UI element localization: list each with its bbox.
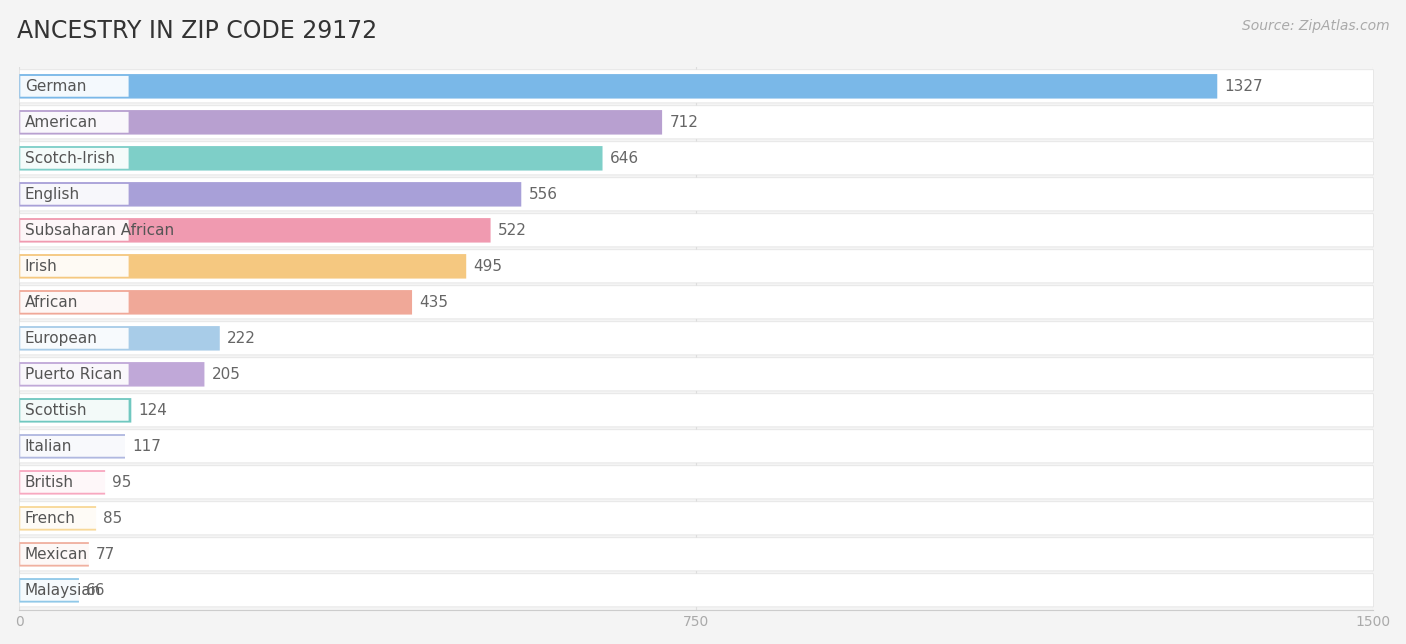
FancyBboxPatch shape [20, 434, 125, 459]
Text: 95: 95 [112, 475, 132, 490]
Text: 712: 712 [669, 115, 699, 130]
Text: 205: 205 [212, 367, 240, 382]
FancyBboxPatch shape [20, 70, 1374, 103]
Text: European: European [25, 331, 97, 346]
Text: 66: 66 [86, 583, 105, 598]
Text: ANCESTRY IN ZIP CODE 29172: ANCESTRY IN ZIP CODE 29172 [17, 19, 377, 43]
FancyBboxPatch shape [20, 400, 128, 421]
Text: Source: ZipAtlas.com: Source: ZipAtlas.com [1241, 19, 1389, 33]
Text: Scottish: Scottish [25, 403, 86, 418]
FancyBboxPatch shape [20, 502, 1374, 535]
FancyBboxPatch shape [20, 470, 105, 495]
Text: African: African [25, 295, 79, 310]
FancyBboxPatch shape [20, 220, 128, 241]
FancyBboxPatch shape [20, 178, 1374, 211]
Text: 556: 556 [529, 187, 558, 202]
Text: Scotch-Irish: Scotch-Irish [25, 151, 115, 166]
Text: German: German [25, 79, 86, 94]
FancyBboxPatch shape [20, 574, 1374, 607]
FancyBboxPatch shape [20, 214, 1374, 247]
FancyBboxPatch shape [20, 286, 1374, 319]
FancyBboxPatch shape [20, 74, 1218, 99]
FancyBboxPatch shape [20, 328, 128, 349]
Text: British: British [25, 475, 73, 490]
FancyBboxPatch shape [20, 218, 491, 243]
FancyBboxPatch shape [20, 542, 89, 567]
Text: 435: 435 [419, 295, 449, 310]
Text: Puerto Rican: Puerto Rican [25, 367, 122, 382]
Text: 646: 646 [610, 151, 638, 166]
Text: Irish: Irish [25, 259, 58, 274]
Text: 85: 85 [103, 511, 122, 526]
FancyBboxPatch shape [20, 538, 1374, 571]
FancyBboxPatch shape [20, 322, 1374, 355]
FancyBboxPatch shape [20, 182, 522, 207]
FancyBboxPatch shape [20, 544, 128, 565]
Text: 495: 495 [474, 259, 502, 274]
FancyBboxPatch shape [20, 142, 1374, 175]
FancyBboxPatch shape [20, 472, 128, 493]
FancyBboxPatch shape [20, 106, 1374, 139]
FancyBboxPatch shape [20, 398, 131, 422]
FancyBboxPatch shape [20, 580, 128, 601]
FancyBboxPatch shape [20, 110, 662, 135]
FancyBboxPatch shape [20, 362, 204, 386]
FancyBboxPatch shape [20, 146, 603, 171]
Text: Italian: Italian [25, 439, 72, 454]
FancyBboxPatch shape [20, 254, 467, 279]
FancyBboxPatch shape [20, 76, 128, 97]
FancyBboxPatch shape [20, 326, 219, 350]
FancyBboxPatch shape [20, 292, 128, 313]
FancyBboxPatch shape [20, 430, 1374, 463]
Text: 117: 117 [132, 439, 162, 454]
Text: Malaysian: Malaysian [25, 583, 101, 598]
Text: Subsaharan African: Subsaharan African [25, 223, 174, 238]
Text: 124: 124 [139, 403, 167, 418]
Text: Mexican: Mexican [25, 547, 89, 562]
FancyBboxPatch shape [20, 364, 128, 384]
FancyBboxPatch shape [20, 506, 96, 531]
FancyBboxPatch shape [20, 393, 1374, 427]
FancyBboxPatch shape [20, 256, 128, 277]
FancyBboxPatch shape [20, 508, 128, 529]
FancyBboxPatch shape [20, 578, 79, 603]
FancyBboxPatch shape [20, 436, 128, 457]
Text: 222: 222 [226, 331, 256, 346]
FancyBboxPatch shape [20, 358, 1374, 391]
FancyBboxPatch shape [20, 466, 1374, 499]
FancyBboxPatch shape [20, 290, 412, 314]
FancyBboxPatch shape [20, 148, 128, 169]
Text: French: French [25, 511, 76, 526]
Text: American: American [25, 115, 97, 130]
Text: English: English [25, 187, 80, 202]
Text: 1327: 1327 [1225, 79, 1263, 94]
Text: 77: 77 [96, 547, 115, 562]
FancyBboxPatch shape [20, 250, 1374, 283]
Text: 522: 522 [498, 223, 527, 238]
FancyBboxPatch shape [20, 184, 128, 205]
FancyBboxPatch shape [20, 112, 128, 133]
